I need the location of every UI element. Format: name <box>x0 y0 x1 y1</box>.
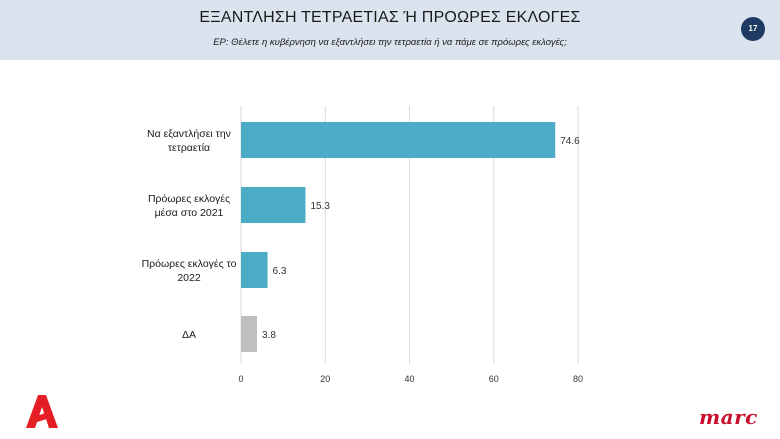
x-tick-label-4: 80 <box>573 374 583 384</box>
category-label-3-0: ΔΑ <box>182 329 196 341</box>
page-number-badge: 17 <box>741 17 765 41</box>
x-tick-label-3: 60 <box>489 374 499 384</box>
category-label-2-0: Πρόωρες εκλογές το <box>142 258 237 270</box>
alpha-logo-icon <box>26 395 58 428</box>
bar-3 <box>241 316 258 352</box>
category-label-1-0: Πρόωρες εκλογές <box>148 193 230 205</box>
header-bar: ΕΞΑΝΤΛΗΣΗ ΤΕΤΡΑΕΤΙΑΣ Ή ΠΡΟΩΡΕΣ ΕΚΛΟΓΕΣ Ε… <box>0 0 780 60</box>
marc-logo: marc <box>699 405 758 429</box>
value-label-3: 3.8 <box>262 330 276 341</box>
x-tick-label-0: 0 <box>238 374 243 384</box>
bar-1 <box>241 187 306 223</box>
value-label-1: 15.3 <box>310 201 330 212</box>
category-label-0-0: Να εξαντλήσει την <box>147 128 231 140</box>
question-subtitle: ΕΡ: Θέλετε η κυβέρνηση να εξαντλήσει την… <box>213 37 567 48</box>
x-tick-label-2: 40 <box>404 374 414 384</box>
value-label-0: 74.6 <box>560 136 580 147</box>
category-label-1-1: μέσα στο 2021 <box>155 207 224 219</box>
category-label-2-1: 2022 <box>177 272 201 284</box>
bar-0 <box>241 122 556 158</box>
value-label-2: 6.3 <box>273 266 287 277</box>
x-tick-label-1: 20 <box>320 374 330 384</box>
bar-2 <box>241 252 268 288</box>
page-title: ΕΞΑΝΤΛΗΣΗ ΤΕΤΡΑΕΤΙΑΣ Ή ΠΡΟΩΡΕΣ ΕΚΛΟΓΕΣ <box>199 9 581 26</box>
category-label-0-1: τετραετία <box>168 142 210 154</box>
